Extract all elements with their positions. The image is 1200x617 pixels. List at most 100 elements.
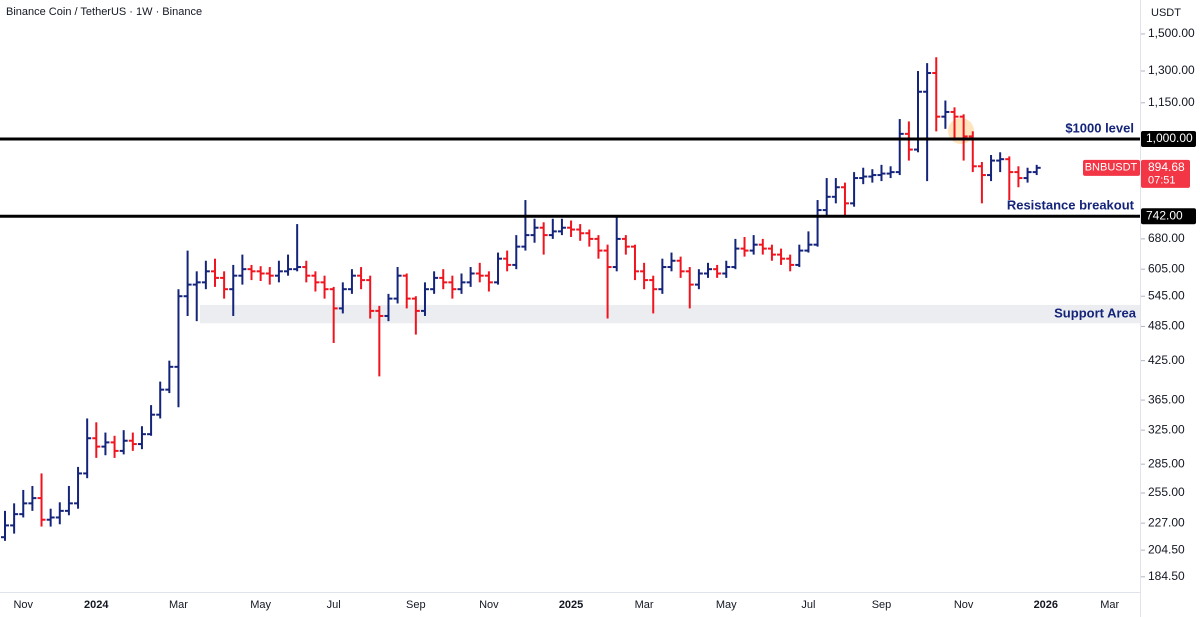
ohlc-bar [594,235,603,259]
ohlc-bar [996,152,1005,173]
x-tick-label: Jul [801,599,815,611]
ohlc-bar [813,200,822,247]
y-tick-label: 1,500.00 [1148,26,1195,40]
ohlc-bar [722,260,731,278]
ohlc-bar [74,466,83,509]
ohlc-bar [777,248,786,265]
level-price-label: 1,000.00 [1146,131,1193,145]
x-tick-label: Mar [1100,599,1119,611]
ohlc-bar [795,244,804,268]
level-price-box [1141,130,1196,147]
ohlc-bar [576,224,585,241]
ohlc-bar [1005,156,1014,201]
ohlc-bar [868,169,877,183]
ohlc-bar [850,172,859,207]
ohlc-bar [630,244,639,281]
ohlc-bar [92,422,101,458]
ohlc-bar [767,244,776,261]
ohlc-bar [375,305,384,377]
chart-title: Binance Coin / TetherUS · 1W · Binance [6,6,202,18]
ohlc-bar [512,235,521,270]
ohlc-bar [320,275,329,299]
ohlc-bar [457,273,466,294]
y-tick-label: 485.00 [1148,319,1185,333]
ohlc-bar [503,250,512,272]
ohlc-bar [430,271,439,294]
ohlc-bar [402,273,411,309]
ohlc-bar [411,296,420,335]
ohlc-bar [393,267,402,304]
ohlc-bar [366,275,375,319]
last-price-box [1141,159,1190,188]
y-axis-label: USDT [1151,7,1181,19]
ohlc-bar [284,254,293,276]
ohlc-bar [55,502,64,525]
ohlc-bar [338,282,347,314]
x-tick-label: Nov [954,599,974,611]
x-tick-label: Mar [169,599,188,611]
ohlc-bar [256,266,265,281]
ohlc-bar [904,121,913,161]
y-tick-label: 680.00 [1148,231,1185,245]
ohlc-bar [475,262,484,283]
zone-label: Support Area [1054,306,1137,321]
ohlc-bar [1,510,9,541]
x-tick-label: Mar [635,599,654,611]
ohlc-bar [247,264,256,281]
x-tick-label: 2024 [84,599,109,611]
y-tick-label: 605.00 [1148,261,1185,275]
ohlc-bar [46,508,55,527]
ohlc-bar [713,264,722,278]
ohlc-bar [210,258,219,287]
x-tick-label: Sep [406,599,426,611]
ohlc-bar [238,254,247,285]
ohlc-bar [530,218,539,243]
ohlc-bar [183,250,192,316]
ohlc-bar [977,161,986,204]
ohlc-bar [786,254,795,272]
x-tick-label: 2026 [1034,599,1058,611]
ohlc-bar [840,182,849,217]
ohlc-bar [101,432,110,456]
y-tick-label: 255.00 [1148,485,1185,499]
x-tick-label: 2025 [559,599,583,611]
ohlc-bar [274,260,283,283]
ohlc-bar [110,435,119,458]
x-tick-label: May [250,599,271,611]
ohlc-bar [329,286,338,343]
y-tick-label: 1,150.00 [1148,95,1195,109]
level-annotation: Resistance breakout [1007,198,1135,213]
ohlc-bar [293,224,302,272]
ohlc-bar [156,381,165,419]
y-tick-label: 204.50 [1148,542,1185,556]
ohlc-bar [119,430,128,455]
ohlc-bar [749,235,758,255]
ohlc-bar [950,107,959,139]
ohlc-bar [347,269,356,294]
ohlc-bar [959,114,968,161]
ohlc-bar [859,167,868,185]
ohlc-bar [265,267,274,285]
x-tick-label: Nov [479,599,499,611]
ohlc-bar [804,231,813,253]
y-tick-label: 184.50 [1148,569,1185,583]
countdown-label: 07:51 [1148,175,1176,187]
ohlc-bar [640,262,649,290]
ohlc-bar [229,264,238,316]
ohlc-bar [895,119,904,176]
ohlc-bar [740,236,749,257]
x-tick-label: May [716,599,737,611]
ohlc-bar [1014,166,1023,188]
ohlc-bar [484,271,493,292]
ohlc-bar [932,57,941,132]
ohlc-bar [147,405,156,436]
ohlc-bar [19,489,28,518]
ohlc-bar [384,293,393,322]
ohlc-bar [621,235,630,255]
ohlc-bar [448,275,457,299]
x-tick-label: Sep [872,599,892,611]
ohlc-bar [923,63,932,182]
symbol-box [1083,159,1140,176]
ohlc-bar [201,260,210,290]
